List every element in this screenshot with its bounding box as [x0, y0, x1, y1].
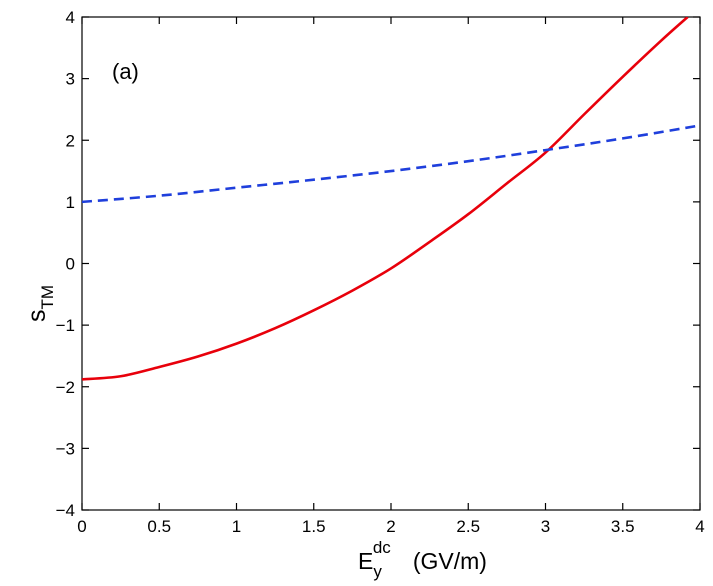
y-tick-label: 2	[66, 131, 75, 150]
x-tick-label: 4	[695, 517, 704, 536]
x-axis-title-base: E	[358, 548, 373, 574]
x-tick-label: 1	[232, 517, 241, 536]
y-tick-label: −3	[56, 439, 75, 458]
x-axis-title: Ey dc (GV/m)	[358, 538, 487, 581]
x-tick-label: 1.5	[302, 517, 326, 536]
series-line-2	[82, 124, 700, 204]
x-tick-label: 2	[386, 517, 395, 536]
x-axis-title-units: (GV/m)	[413, 548, 487, 574]
y-tick-label: 3	[66, 70, 75, 89]
y-tick-label: −4	[56, 501, 75, 520]
x-tick-label: 3.5	[611, 517, 635, 536]
x-tick-label: 3	[541, 517, 550, 536]
axis-ticks	[81, 16, 701, 511]
panel-label: (a)	[112, 59, 139, 84]
x-tick-label: 0.5	[147, 517, 171, 536]
y-tick-label: 4	[66, 8, 75, 27]
x-axis-title-sub: y	[373, 562, 382, 581]
series-line-1	[82, 17, 689, 381]
plot-area	[81, 16, 701, 511]
y-tick-label: 1	[66, 193, 75, 212]
y-tick-label: −1	[56, 316, 75, 335]
x-tick-label: 2.5	[456, 517, 480, 536]
y-axis-title-base: s	[23, 310, 51, 323]
x-tick-labels: 0 0.5 1 1.5 2 2.5 3 3.5 4	[77, 517, 704, 536]
y-axis-title: sTM	[23, 285, 57, 322]
x-tick-label: 0	[77, 517, 86, 536]
y-tick-label: −2	[56, 378, 75, 397]
y-axis-title-sub: TM	[38, 285, 57, 310]
y-tick-labels: −4 −3 −2 −1 0 1 2 3 4	[56, 8, 75, 520]
y-tick-label: 0	[66, 255, 75, 274]
series-layer	[82, 17, 700, 381]
x-axis-title-sup: dc	[373, 538, 391, 557]
